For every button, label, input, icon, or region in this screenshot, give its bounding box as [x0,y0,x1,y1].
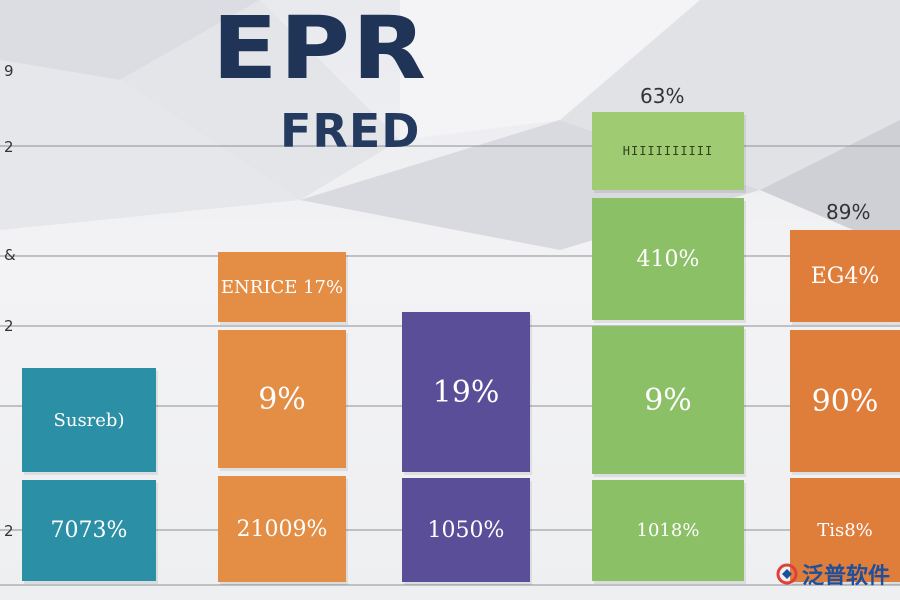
y-tick-label: & [4,246,16,264]
bar-segment: Tis8% [790,478,900,582]
bar-value-label: 89% [826,200,871,224]
bar-segment: 21009% [218,476,346,582]
bar-segment: HIIIIIIIIII [592,112,744,190]
bar-segment: 19% [402,312,530,472]
bar-segment: 90% [790,330,900,472]
watermark-text: 泛普软件 [801,564,890,589]
watermark: 泛普软件 [776,558,890,590]
bar-segment: 1050% [402,478,530,582]
bar-segment: EG4% [790,230,900,322]
bar-segment: 9% [592,326,744,474]
bar-segment: Susreb) [22,368,156,472]
bar-segment: ENRICE 17% [218,252,346,322]
bar-value-label: 63% [640,84,685,108]
y-tick-label: 2 [4,138,14,156]
bar-segment: 9% [218,330,346,468]
chart-title: EPR [212,0,428,99]
chart-subtitle: FRED [280,104,421,158]
y-tick-label: 2 [4,522,14,540]
bar-segment: 7073% [22,480,156,581]
bar-segment: 1018% [592,480,744,581]
y-tick-label: 2 [4,317,14,335]
bar-segment: 410% [592,198,744,320]
logo-icon [776,563,798,585]
y-tick-label: 9 [4,62,14,80]
